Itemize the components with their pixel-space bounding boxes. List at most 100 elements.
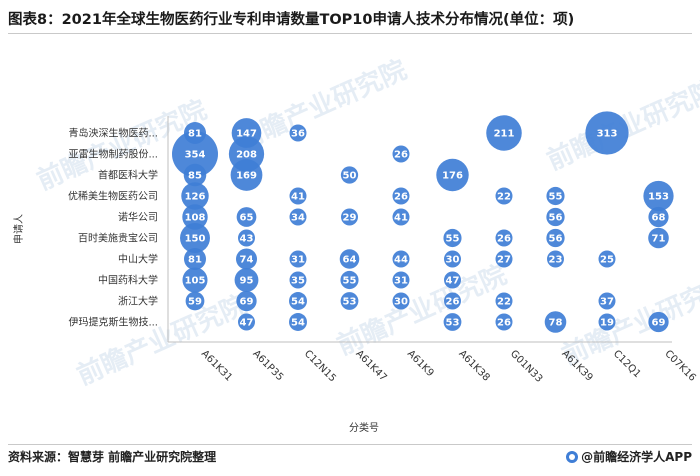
data-label: 44 <box>394 255 408 266</box>
data-bubble <box>392 145 410 163</box>
data-label: 147 <box>236 129 257 140</box>
data-label: 150 <box>185 234 206 245</box>
data-label: 354 <box>185 150 206 161</box>
data-bubble <box>340 270 359 290</box>
data-label: 53 <box>446 318 460 329</box>
data-bubble <box>444 292 461 310</box>
data-label: 30 <box>394 297 408 308</box>
data-bubble <box>289 208 307 226</box>
data-label: 26 <box>394 150 408 161</box>
data-bubble <box>289 313 307 331</box>
data-bubble <box>598 313 616 331</box>
data-bubble <box>546 228 565 248</box>
data-bubble <box>340 166 359 184</box>
data-label: 31 <box>291 255 305 266</box>
data-label: 53 <box>343 297 357 308</box>
brand-logo-icon <box>566 450 579 463</box>
data-label: 54 <box>291 297 305 308</box>
footer-divider <box>8 444 692 445</box>
data-label: 26 <box>394 192 408 203</box>
data-bubble <box>183 121 207 145</box>
data-bubble <box>235 248 258 270</box>
data-bubble <box>289 271 307 289</box>
data-label: 22 <box>497 297 511 308</box>
data-label: 37 <box>600 297 614 308</box>
data-label: 50 <box>343 171 357 182</box>
data-bubble <box>443 228 462 248</box>
data-bubble <box>181 182 209 210</box>
data-label: 26 <box>446 297 460 308</box>
data-label: 85 <box>188 171 202 182</box>
source-note: 资料来源：智慧芽 前瞻产业研究院整理 <box>8 450 217 464</box>
data-bubble <box>495 250 513 268</box>
data-label: 176 <box>442 171 463 182</box>
data-label: 47 <box>240 318 254 329</box>
data-label: 55 <box>343 276 357 287</box>
data-label: 41 <box>394 213 408 224</box>
data-bubble <box>444 250 461 268</box>
x-tick-label: A61K9 <box>405 348 436 379</box>
y-tick-label: 伊玛提克斯生物技... <box>68 316 158 329</box>
data-bubble <box>585 111 629 155</box>
data-label: 81 <box>188 129 202 140</box>
y-tick-label: 青岛泱深生物医药... <box>68 127 158 140</box>
data-bubble <box>172 131 218 177</box>
data-bubble <box>289 250 307 268</box>
data-label: 36 <box>291 129 305 140</box>
data-label: 56 <box>549 234 563 245</box>
y-axis-label: 申请人 <box>12 214 25 244</box>
brand-text: @前瞻经济学人APP <box>581 450 692 464</box>
y-tick-label: 中国药科大学 <box>98 274 158 287</box>
data-label: 69 <box>652 318 666 329</box>
data-bubble <box>495 292 513 310</box>
data-label: 65 <box>240 213 254 224</box>
x-tick-label: A61K47 <box>353 348 388 383</box>
title-divider <box>8 33 692 34</box>
y-tick-label: 百时美施贵宝公司 <box>78 232 158 245</box>
data-bubble <box>238 313 255 331</box>
data-label: 108 <box>185 213 206 224</box>
data-label: 153 <box>648 192 669 203</box>
data-bubble <box>340 292 359 310</box>
data-bubble <box>182 204 208 230</box>
data-bubble <box>495 187 513 205</box>
y-tick-label: 中山大学 <box>118 253 158 266</box>
x-tick-label: A61K31 <box>199 348 234 383</box>
data-label: 55 <box>446 234 460 245</box>
data-bubble <box>238 229 255 247</box>
data-label: 35 <box>291 276 305 287</box>
data-bubble <box>236 207 257 227</box>
data-label: 30 <box>446 255 460 266</box>
data-label: 64 <box>343 255 357 266</box>
data-bubble <box>185 291 205 311</box>
data-bubble <box>648 206 669 228</box>
data-bubble <box>495 313 513 331</box>
data-bubble <box>183 247 207 271</box>
data-label: 81 <box>188 255 202 266</box>
data-bubble <box>546 186 565 206</box>
x-tick-label: C12N15 <box>302 348 338 384</box>
data-bubble <box>230 159 263 191</box>
data-label: 22 <box>497 192 511 203</box>
brand: @前瞻经济学人APP <box>566 448 692 465</box>
data-bubble <box>443 313 462 331</box>
data-label: 56 <box>549 213 563 224</box>
data-bubble <box>392 250 410 268</box>
data-bubble <box>436 158 469 192</box>
y-tick-label: 亚雷生物制药股份... <box>68 148 158 161</box>
data-label: 23 <box>549 255 563 266</box>
x-tick-label: G01N33 <box>508 348 545 385</box>
data-bubble <box>392 292 410 310</box>
data-bubble <box>544 311 567 333</box>
data-bubble <box>546 207 565 227</box>
data-label: 71 <box>652 234 666 245</box>
data-bubble <box>234 268 259 292</box>
data-label: 54 <box>291 318 305 329</box>
data-label: 208 <box>236 150 257 161</box>
data-bubble <box>236 290 257 312</box>
data-label: 59 <box>188 297 202 308</box>
data-label: 105 <box>185 276 206 287</box>
data-bubble <box>392 187 410 205</box>
data-label: 25 <box>600 255 614 266</box>
data-label: 95 <box>240 276 254 287</box>
